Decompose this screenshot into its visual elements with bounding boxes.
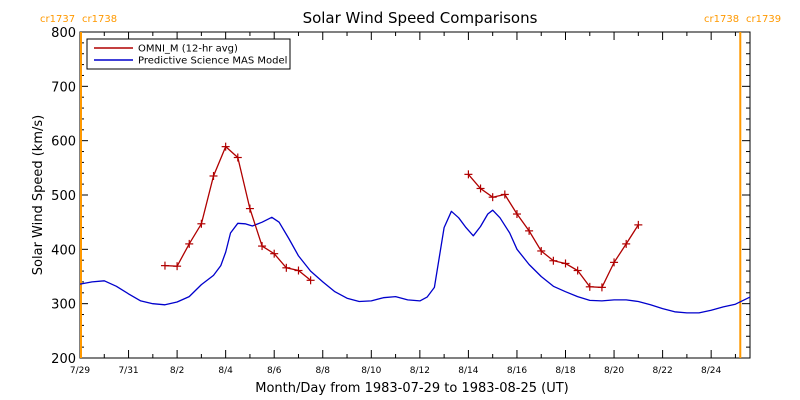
- x-tick-label: 8/2: [170, 366, 184, 376]
- omni-data-point: [561, 259, 570, 268]
- omni-data-point: [537, 246, 546, 255]
- carrington-label-right-1: cr1738: [82, 14, 117, 25]
- omni-data-point: [160, 261, 169, 270]
- omni-data-point: [270, 249, 279, 258]
- x-axis-label: Month/Day from 1983-07-29 to 1983-08-25 …: [255, 381, 568, 396]
- y-tick-label: 300: [51, 298, 76, 313]
- omni-data-point: [476, 184, 485, 193]
- y-tick-label: 400: [51, 243, 76, 258]
- chart-title: Solar Wind Speed Comparisons: [303, 9, 538, 27]
- omni-data-point: [585, 282, 594, 291]
- omni-data-point: [197, 219, 206, 228]
- carrington-label-left-2: cr1738: [704, 14, 739, 25]
- x-tick-label: 8/20: [604, 366, 624, 376]
- x-tick-label: 8/18: [555, 366, 575, 376]
- omni-data-point: [258, 242, 267, 251]
- x-tick-label: 8/6: [267, 366, 282, 376]
- y-tick-label: 700: [51, 80, 76, 95]
- y-tick-label: 800: [51, 26, 76, 41]
- x-tick-label: 7/31: [118, 366, 138, 376]
- omni-data-point: [512, 210, 521, 219]
- omni-data-point: [464, 170, 473, 179]
- series-line-omni: [467, 173, 639, 289]
- y-axis-label: Solar Wind Speed (km/s): [31, 115, 46, 275]
- series-layer: [79, 142, 751, 314]
- carrington-label-right-2: cr1739: [746, 14, 781, 25]
- x-tick-label: 8/16: [507, 366, 527, 376]
- omni-data-point: [221, 142, 230, 151]
- legend-label-mas: Predictive Science MAS Model: [138, 56, 287, 67]
- omni-data-point: [622, 239, 631, 248]
- legend-box: [86, 38, 291, 70]
- omni-data-point: [173, 262, 182, 271]
- omni-data-point: [500, 190, 509, 199]
- omni-data-point: [549, 256, 558, 265]
- omni-data-point: [245, 204, 254, 213]
- carrington-lines: [80, 32, 742, 358]
- y-tick-label: 600: [51, 135, 76, 150]
- omni-data-point: [233, 153, 242, 162]
- x-tick-label: 7/29: [70, 366, 90, 376]
- omni-data-point: [282, 263, 291, 272]
- x-tick-label: 8/12: [410, 366, 430, 376]
- y-tick-label: 500: [51, 189, 76, 204]
- x-tick-label: 8/14: [458, 366, 478, 376]
- legend-label-omni: OMNI_M (12-hr avg): [138, 44, 238, 55]
- x-tick-label: 8/22: [652, 366, 672, 376]
- x-tick-label: 8/10: [361, 366, 381, 376]
- ticks-layer: 200 300 400 500 600 700 800 7/29 7/31 8/2 8/4 8/6 8/…: [51, 26, 750, 376]
- series-line-mas: [79, 209, 751, 314]
- omni-data-point: [525, 226, 534, 235]
- omni-data-point: [610, 258, 619, 267]
- omni-data-point: [306, 276, 315, 285]
- omni-data-point: [488, 193, 497, 202]
- omni-data-point: [185, 239, 194, 248]
- x-tick-label: 8/8: [316, 366, 331, 376]
- legend: OMNI_M (12-hr avg) Predictive Science MA…: [86, 38, 291, 70]
- omni-data-point: [294, 266, 303, 275]
- x-tick-label: 8/24: [701, 366, 721, 376]
- omni-data-point: [597, 283, 606, 292]
- omni-data-point: [634, 220, 643, 229]
- x-tick-label: 8/4: [218, 366, 233, 376]
- omni-data-point: [209, 171, 218, 180]
- y-tick-label: 200: [51, 352, 76, 367]
- carrington-label-left-1: cr1737: [40, 14, 75, 25]
- omni-data-point: [573, 266, 582, 275]
- series-line-omni: [164, 145, 312, 281]
- plot-frame: [79, 31, 751, 359]
